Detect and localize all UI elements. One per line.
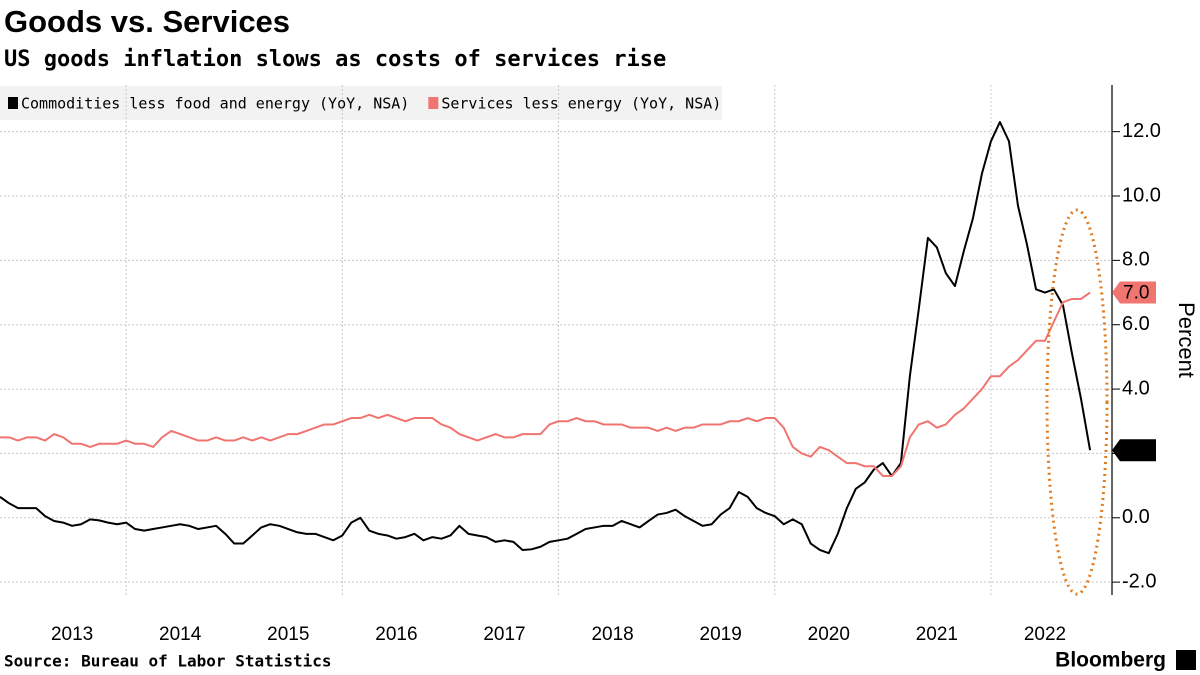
x-tick-label: 2020 <box>808 624 850 645</box>
y-axis-label: Percent <box>1174 302 1199 378</box>
y-tick-label: 6.0 <box>1122 313 1150 335</box>
x-tick-label: 2017 <box>483 624 525 645</box>
brand-icon <box>1176 650 1196 670</box>
y-tick-label: 4.0 <box>1122 377 1150 399</box>
legend-label: Commodities less food and energy (YoY, N… <box>21 95 409 113</box>
y-tick-label: -2.0 <box>1122 570 1156 592</box>
legend-box <box>0 86 722 120</box>
y-tick-label: 10.0 <box>1122 184 1161 206</box>
x-tick-label: 2019 <box>700 624 742 645</box>
legend-swatch <box>428 97 439 109</box>
brand: Bloomberg <box>1055 649 1166 672</box>
plot-area: -2.00.02.04.06.08.010.012.02013201420152… <box>0 85 1161 645</box>
chart-title: Goods vs. Services <box>4 4 290 39</box>
series-line <box>0 291 1091 477</box>
x-tick-label: 2022 <box>1024 624 1066 645</box>
x-tick-label: 2015 <box>267 624 309 645</box>
legend-label: Services less energy (YoY, NSA) <box>441 95 721 113</box>
last-value-tag <box>1112 439 1156 462</box>
highlight-ellipse <box>1045 208 1109 596</box>
x-tick-label: 2018 <box>591 624 633 645</box>
last-value-tag <box>1112 281 1156 304</box>
x-tick-label: 2016 <box>375 624 417 645</box>
last-value-label: 2.1 <box>1123 440 1149 461</box>
x-tick-label: 2014 <box>159 624 202 645</box>
chart-subtitle: US goods inflation slows as costs of ser… <box>4 47 666 72</box>
x-tick-label: 2013 <box>51 624 93 645</box>
x-tick-label: 2021 <box>916 624 958 645</box>
legend-swatch <box>8 97 18 109</box>
series-line <box>0 121 1092 555</box>
y-tick-label: 8.0 <box>1122 249 1150 271</box>
last-value-label: 7.0 <box>1123 283 1149 304</box>
y-tick-label: 0.0 <box>1122 506 1150 528</box>
y-tick-label: 12.0 <box>1122 120 1161 142</box>
source: Source: Bureau of Labor Statistics <box>4 652 332 671</box>
